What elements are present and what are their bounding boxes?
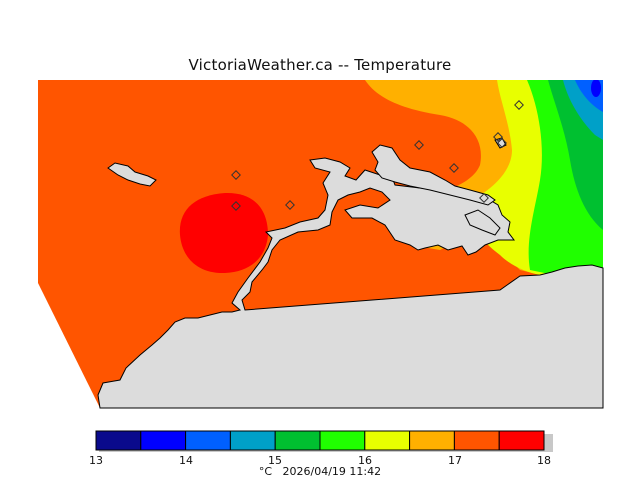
legend-swatch (229, 430, 276, 451)
legend-tick-label: 17 (448, 454, 462, 467)
legend-tick-label: 14 (179, 454, 193, 467)
timestamp: 2026/04/19 11:42 (282, 465, 382, 478)
map-footer: °C 2026/04/19 11:42 (0, 465, 640, 478)
legend-swatch (364, 430, 411, 451)
legend-swatch (409, 430, 455, 451)
legend-swatch (274, 430, 321, 451)
station-marker (514, 100, 524, 110)
island-east (464, 209, 501, 236)
island-north (371, 144, 496, 206)
station-marker (231, 170, 241, 180)
station-marker (414, 140, 424, 150)
map-title: VictoriaWeather.ca -- Temperature (188, 56, 452, 74)
station-marker (449, 163, 459, 173)
island-west (107, 162, 157, 187)
contour-deepest (591, 80, 601, 97)
station-marker (493, 132, 503, 142)
station-marker (231, 201, 241, 211)
legend-swatch (453, 430, 500, 451)
station-marker (479, 193, 489, 203)
legend-tick-label: 15 (268, 454, 282, 467)
legend-bar (95, 430, 545, 451)
unit-label: °C (258, 465, 273, 478)
legend-tick-label: 13 (89, 454, 103, 467)
contour-warm (179, 192, 268, 274)
legend-swatch (319, 430, 366, 451)
station-marker (497, 138, 507, 148)
station-marker (285, 200, 295, 210)
legend-swatch (185, 430, 231, 451)
legend-swatch (140, 430, 187, 451)
legend-tick-label: 18 (537, 454, 551, 467)
legend-swatch (498, 430, 545, 451)
legend-swatch (95, 430, 142, 451)
legend-tick-label: 16 (358, 454, 372, 467)
station-markers (231, 100, 524, 211)
